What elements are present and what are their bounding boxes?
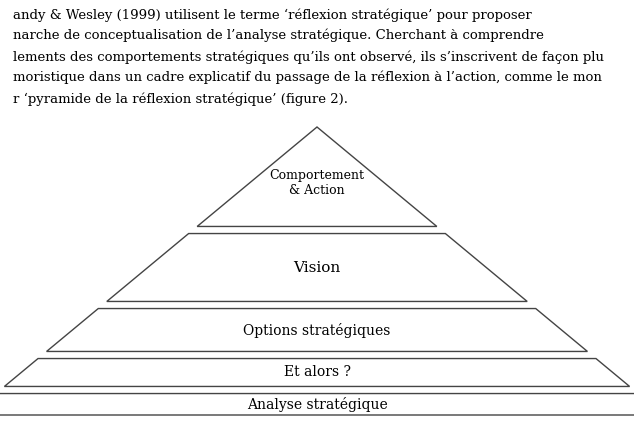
- Polygon shape: [107, 233, 527, 301]
- Text: Analyse stratégique: Analyse stratégique: [247, 397, 387, 412]
- Polygon shape: [0, 393, 634, 415]
- Text: Comportement
& Action: Comportement & Action: [269, 169, 365, 198]
- Polygon shape: [197, 127, 437, 226]
- Text: moristique dans un cadre explicatif du passage de la réflexion à l’action, comme: moristique dans un cadre explicatif du p…: [13, 71, 602, 85]
- Text: lements des comportements stratégiques qu’ils ont observé, ils s’inscrivent de f: lements des comportements stratégiques q…: [13, 50, 604, 63]
- Text: andy & Wesley (1999) utilisent le terme ‘réflexion stratégique’ pour proposer: andy & Wesley (1999) utilisent le terme …: [13, 8, 531, 22]
- Text: Vision: Vision: [294, 260, 340, 275]
- Text: Options stratégiques: Options stratégiques: [243, 323, 391, 338]
- Polygon shape: [46, 308, 588, 351]
- Polygon shape: [4, 358, 630, 386]
- Text: r ‘pyramide de la réflexion stratégique’ (figure 2).: r ‘pyramide de la réflexion stratégique’…: [13, 92, 347, 105]
- Text: narche de conceptualisation de l’analyse stratégique. Cherchant à comprendre: narche de conceptualisation de l’analyse…: [13, 29, 543, 43]
- Text: Et alors ?: Et alors ?: [283, 365, 351, 380]
